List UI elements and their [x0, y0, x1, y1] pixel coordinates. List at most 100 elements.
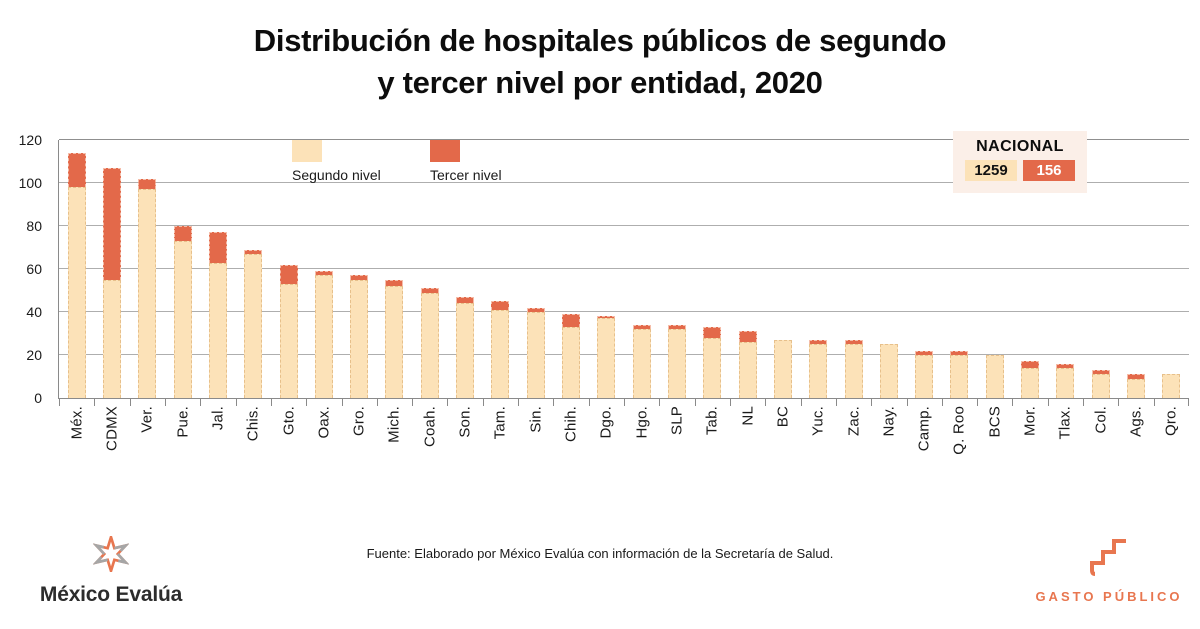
- gridline-40: [59, 311, 1189, 312]
- x-axis-label: Pue.: [174, 406, 192, 438]
- x-axis-label: Qro.: [1162, 406, 1180, 436]
- x-axis-label: BC: [774, 406, 792, 428]
- x-axis-label: Mor.: [1021, 406, 1039, 436]
- bar-slot-bcs: BCS: [977, 140, 1012, 437]
- x-axis-label: Chih.: [562, 406, 580, 443]
- gridline-80: [59, 225, 1189, 226]
- x-axis-label: Chis.: [244, 406, 262, 442]
- bar-stack: [950, 350, 969, 398]
- program-name: GASTO PÚBLICO: [1035, 589, 1183, 604]
- bar-slot-camp: Camp.: [906, 140, 942, 451]
- x-axis-label: Tlax.: [1056, 406, 1074, 440]
- bar-slot-yuc: Yuc.: [800, 140, 836, 436]
- bar-segment-tercer: [491, 301, 510, 310]
- bar-segment-segundo: [915, 355, 934, 398]
- bars-container: Méx. CDMX Ver. Pue. Jal. Chis. Gto. Oax. Gro. Mic…: [59, 140, 1189, 455]
- bar-segment-segundo: [350, 279, 369, 398]
- bar-segment-segundo: [279, 284, 298, 398]
- bar-segment-segundo: [1091, 374, 1110, 398]
- bar-segment-segundo: [385, 286, 404, 398]
- bar-slot-qro: Qro.: [1153, 140, 1189, 436]
- bar-segment-tercer: [244, 249, 263, 254]
- x-axis-label: Ags.: [1127, 406, 1145, 437]
- x-axis-label: Dgo.: [597, 406, 615, 439]
- national-chips: 1259 156: [953, 160, 1087, 181]
- bar-segment-segundo: [173, 241, 192, 398]
- bar-stack: [208, 232, 227, 398]
- bar-slot-gto: Gto.: [270, 140, 306, 435]
- bar-stack: [632, 324, 651, 398]
- bar-stack: [738, 331, 757, 398]
- legend-swatch-tercer: [430, 140, 460, 162]
- bar-segment-tercer: [102, 167, 121, 280]
- bar-segment-tercer: [703, 327, 722, 338]
- bar-stack: [1056, 363, 1075, 398]
- x-axis-label: Coah.: [421, 406, 439, 448]
- bar-slot-mich: Mich.: [376, 140, 412, 443]
- bar-segment-segundo: [420, 292, 439, 398]
- brand-name: México Evalúa: [39, 583, 183, 606]
- plot-area: Méx. CDMX Ver. Pue. Jal. Chis. Gto. Oax. Gro. Mic…: [58, 139, 1189, 455]
- bar-stack: [1021, 361, 1040, 398]
- x-axis-label: Yuc.: [809, 406, 827, 436]
- bar-segment-segundo: [1021, 367, 1040, 398]
- bar-stack: [667, 324, 686, 398]
- bar-segment-tercer: [279, 264, 298, 285]
- bar-stack: [703, 327, 722, 398]
- bar-stack: [879, 344, 898, 398]
- bar-stack: [844, 339, 863, 398]
- x-axis-label: Zac.: [845, 406, 863, 436]
- bar-stack: [1091, 370, 1110, 398]
- bar-segment-segundo: [526, 312, 545, 398]
- bar-stack: [350, 275, 369, 398]
- bar-segment-segundo: [667, 329, 686, 398]
- x-axis-label: SLP: [668, 406, 686, 435]
- y-axis-tick-label: 0: [34, 390, 42, 406]
- bar-stack: [279, 264, 298, 398]
- bar-segment-segundo: [208, 262, 227, 398]
- bar-segment-tercer: [597, 316, 616, 319]
- bar-stack: [244, 249, 263, 398]
- national-segundo-chip: 1259: [965, 160, 1017, 181]
- bar-segment-segundo: [738, 342, 757, 398]
- gridline-60: [59, 268, 1189, 269]
- bar-segment-segundo: [1127, 378, 1146, 398]
- bar-segment-tercer: [1127, 374, 1146, 379]
- x-axis-label: CDMX: [103, 406, 121, 451]
- legend-label-segundo: Segundo nivel: [292, 167, 381, 183]
- y-axis-tick-label: 20: [26, 347, 42, 363]
- x-axis-label: Hgo.: [633, 406, 651, 439]
- bar-segment-tercer: [809, 339, 828, 345]
- chart-title: Distribución de hospitales públicos de s…: [0, 20, 1200, 104]
- bar-segment-segundo: [703, 337, 722, 398]
- mexico-evalua-logo: México Evalúa: [28, 532, 194, 607]
- bar-stack: [526, 307, 545, 398]
- y-axis-tick-label: 100: [18, 175, 42, 191]
- y-axis-tick-label: 40: [26, 304, 42, 320]
- bar-segment-segundo: [1162, 374, 1181, 398]
- bar-slot-cdmx: CDMX: [94, 140, 129, 451]
- gridline-120: [59, 139, 1189, 140]
- x-axis-label: Col.: [1092, 406, 1110, 434]
- bar-segment-segundo: [879, 344, 898, 398]
- bar-stack: [491, 301, 510, 398]
- bar-slot-jal: Jal.: [200, 140, 235, 430]
- x-axis-label: Tab.: [703, 406, 721, 436]
- bar-stack: [67, 152, 86, 398]
- bar-slot-col: Col.: [1083, 140, 1118, 433]
- bar-stack: [597, 316, 616, 398]
- bar-stack: [773, 339, 792, 398]
- y-axis-tick-label: 60: [26, 261, 42, 277]
- bar-segment-tercer: [1091, 370, 1110, 375]
- bar-segment-segundo: [456, 303, 475, 398]
- bar-slot-son: Son.: [447, 140, 482, 438]
- bar-segment-tercer: [738, 331, 757, 343]
- x-axis-label: Gro.: [350, 406, 368, 436]
- star-icon: [92, 532, 130, 576]
- bar-stack: [456, 296, 475, 398]
- bar-slot-gro: Gro.: [341, 140, 377, 436]
- bar-segment-tercer: [1021, 361, 1040, 368]
- bar-slot-pue: Pue.: [164, 140, 200, 438]
- bar-slot-ags: Ags.: [1118, 140, 1153, 437]
